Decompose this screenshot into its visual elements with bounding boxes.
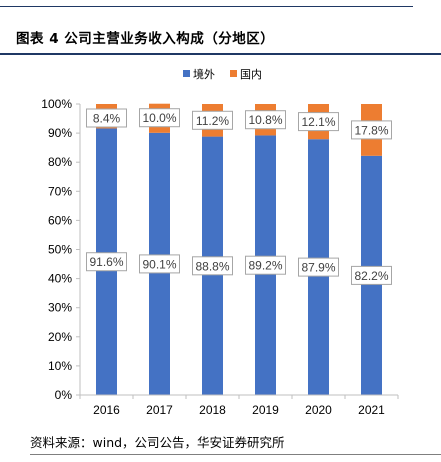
data-label-box xyxy=(298,257,339,277)
y-tick-label: 60% xyxy=(48,213,72,227)
legend-label-0: 境外 xyxy=(193,67,215,81)
data-label: 17.8% xyxy=(354,123,388,137)
y-tick-label: 80% xyxy=(48,155,72,169)
x-tick-label: 2016 xyxy=(93,403,120,417)
data-label-box xyxy=(139,254,180,274)
y-tick-label: 40% xyxy=(48,272,72,286)
data-label: 10.8% xyxy=(248,113,282,127)
title-rule xyxy=(0,53,441,55)
x-axis: 2016 2017 2018 2019 2020 2021 xyxy=(79,394,399,417)
data-label: 89.2% xyxy=(248,259,282,273)
x-tick-label: 2020 xyxy=(305,403,332,417)
y-tick-label: 50% xyxy=(48,243,72,257)
data-label: 12.1% xyxy=(301,115,335,129)
y-tick-label: 20% xyxy=(48,330,72,344)
data-label: 90.1% xyxy=(142,257,176,271)
data-label-box xyxy=(351,120,392,140)
x-tick-label: 2019 xyxy=(252,403,279,417)
data-label: 88.8% xyxy=(195,259,229,273)
data-label-box xyxy=(192,110,233,130)
x-tick-label: 2018 xyxy=(199,403,226,417)
x-tick-label: 2021 xyxy=(358,403,385,417)
data-label-box xyxy=(86,108,127,128)
data-label: 87.9% xyxy=(301,261,335,275)
y-tick-label: 70% xyxy=(48,184,72,198)
source-note: 资料来源：wind，公司公告，华安证券研究所 xyxy=(30,435,285,450)
y-tick-label: 30% xyxy=(48,301,72,315)
data-label-box xyxy=(298,112,339,132)
data-label: 91.6% xyxy=(89,255,123,269)
y-tick-label: 100% xyxy=(41,97,72,111)
stacked-bar-chart: 境外 国内 0% 10% 20% 30% 40% 50% 60% 70% 80% 90% 100% 9… xyxy=(41,67,399,417)
data-label-box xyxy=(245,110,286,130)
data-label-box xyxy=(139,108,180,128)
bars xyxy=(96,103,382,396)
data-label: 10.0% xyxy=(142,111,176,125)
x-tick-label: 2017 xyxy=(146,403,173,417)
data-label: 82.2% xyxy=(354,269,388,283)
bottom-rule xyxy=(30,454,441,455)
legend-label-1: 国内 xyxy=(240,67,262,81)
y-axis: 0% 10% 20% 30% 40% 50% 60% 70% 80% 90% 100% xyxy=(41,97,81,402)
y-tick-label: 0% xyxy=(55,388,73,402)
top-rule xyxy=(0,6,413,7)
legend-swatch-1 xyxy=(230,70,237,77)
y-tick-label: 90% xyxy=(48,126,72,140)
legend: 境外 国内 xyxy=(183,67,262,81)
data-label-box xyxy=(192,256,233,276)
y-tick-label: 10% xyxy=(48,359,72,373)
legend-swatch-0 xyxy=(183,70,190,77)
data-label-box xyxy=(351,265,392,285)
figure-title: 图表 4 公司主营业务收入构成（分地区） xyxy=(16,31,275,47)
data-label-box xyxy=(245,255,286,275)
data-label-box xyxy=(86,252,127,272)
data-label: 11.2% xyxy=(196,114,229,128)
data-label: 8.4% xyxy=(93,112,121,126)
data-labels: 91.6% 8.4% 90.1% 10.0% 88.8% 11.2% 89.2% 10.8% 8… xyxy=(86,108,392,285)
